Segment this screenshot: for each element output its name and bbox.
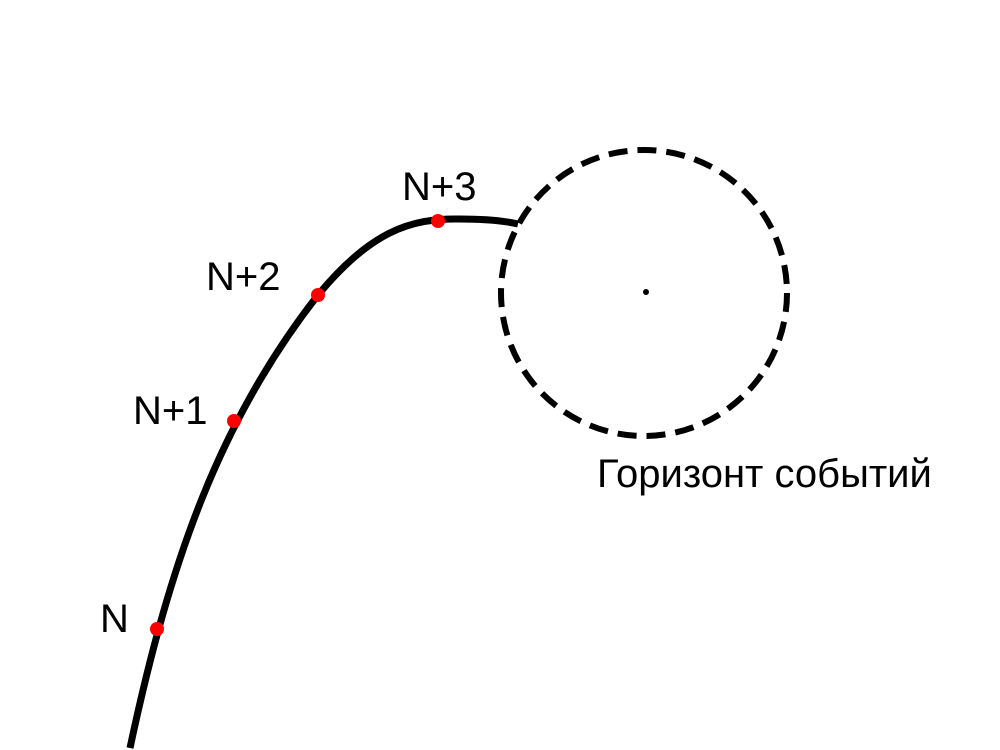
point-n3-marker (431, 214, 445, 228)
singularity-dot (643, 289, 649, 295)
event-horizon-circle (498, 147, 790, 439)
point-n2-label: N+2 (206, 255, 281, 299)
point-n-marker (150, 622, 164, 636)
point-n2-marker (311, 288, 325, 302)
horizon-label: Горизонт событий (597, 452, 932, 496)
point-n3-label: N+3 (402, 165, 477, 209)
point-n1-label: N+1 (133, 389, 208, 433)
point-n1-marker (227, 414, 241, 428)
point-n-label: N (100, 597, 129, 641)
